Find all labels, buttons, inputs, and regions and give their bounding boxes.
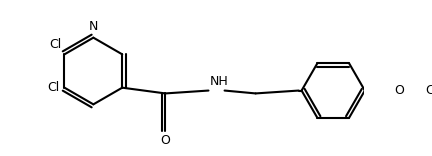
Text: N: N (89, 20, 98, 33)
Text: NH: NH (210, 75, 229, 88)
Text: CH₃: CH₃ (425, 84, 432, 97)
Text: O: O (395, 84, 405, 97)
Text: O: O (160, 134, 170, 147)
Text: Cl: Cl (49, 39, 62, 51)
Text: Cl: Cl (48, 81, 60, 94)
